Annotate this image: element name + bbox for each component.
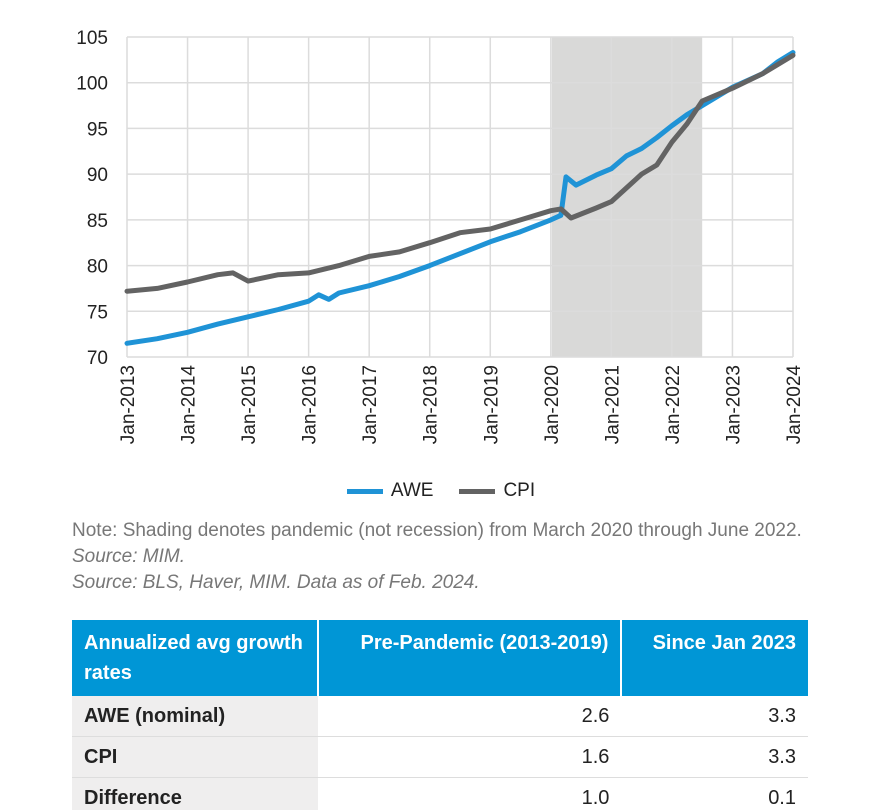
- source-text: Source: BLS, Haver, MIM. Data as of Feb.…: [72, 572, 480, 593]
- legend-item-cpi: CPI: [459, 480, 535, 502]
- x-tick-label: Jan-2014: [179, 365, 200, 445]
- x-tick-label: Jan-2021: [602, 365, 623, 444]
- legend-swatch-awe: [346, 488, 383, 494]
- x-tick-label: Jan-2013: [118, 365, 139, 444]
- note-source-italic: Source: MIM.: [72, 546, 185, 567]
- legend-label-awe: AWE: [390, 480, 434, 501]
- table-header-row: Annualized avg growth rates Pre-Pandemic…: [72, 620, 808, 696]
- cell: 1.6: [318, 736, 622, 778]
- header-cell: Since Jan 2023: [621, 620, 808, 696]
- legend-swatch-cpi: [459, 488, 496, 494]
- x-tick-label: Jan-2017: [360, 365, 381, 444]
- x-tick-label: Jan-2018: [421, 365, 442, 444]
- legend-label-cpi: CPI: [503, 480, 536, 501]
- pandemic-shading: [551, 37, 703, 357]
- y-tick-label: 90: [87, 165, 108, 186]
- table-row: AWE (nominal) 2.6 3.3: [72, 696, 808, 737]
- header-cell: Annualized avg growth rates: [72, 620, 319, 696]
- chart-note: Note: Shading denotes pandemic (not rece…: [72, 518, 812, 596]
- line-chart: 70 75 80 85 90 95 100 105 Jan-2013 Jan-2014 Jan-20…: [76, 28, 805, 445]
- y-tick-label: 80: [87, 257, 108, 278]
- cell: 3.3: [621, 696, 808, 737]
- y-tick-label: 70: [87, 348, 108, 369]
- table-row: CPI 1.6 3.3: [72, 736, 808, 778]
- table-row: Difference 1.0 0.1: [72, 777, 808, 810]
- y-tick-label: 85: [87, 211, 108, 232]
- x-tick-label: Jan-2020: [542, 365, 563, 444]
- row-label: AWE (nominal): [72, 696, 318, 737]
- x-tick-label: Jan-2022: [663, 365, 684, 444]
- cell: 0.1: [621, 777, 808, 810]
- row-label: Difference: [72, 777, 318, 810]
- cell: 3.3: [621, 736, 808, 778]
- growth-rates-table: Annualized avg growth rates Pre-Pandemic…: [72, 620, 808, 810]
- x-tick-label: Jan-2023: [723, 365, 744, 444]
- x-tick-label: Jan-2024: [784, 365, 805, 445]
- y-tick-label: 100: [76, 74, 108, 95]
- header-cell: Pre-Pandemic (2013-2019): [318, 620, 623, 696]
- row-label: CPI: [72, 736, 318, 778]
- legend: AWE CPI: [0, 480, 882, 502]
- y-tick-label: 75: [87, 302, 108, 323]
- x-tick-label: Jan-2016: [300, 365, 321, 444]
- x-tick-label: Jan-2019: [481, 365, 502, 444]
- cell: 1.0: [318, 777, 622, 810]
- y-tick-label: 105: [76, 28, 108, 49]
- series-line-awe: [124, 50, 796, 346]
- y-tick-label: 95: [87, 119, 108, 140]
- note-text: Note: Shading denotes pandemic (not rece…: [72, 520, 802, 541]
- cell: 2.6: [318, 696, 622, 737]
- x-tick-label: Jan-2015: [239, 365, 260, 444]
- legend-item-awe: AWE: [346, 480, 434, 502]
